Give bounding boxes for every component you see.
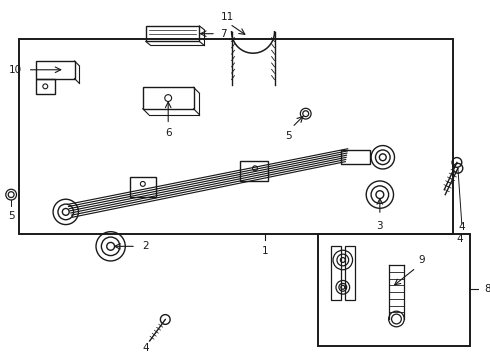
Bar [241,162,268,181]
Bar [36,78,55,94]
Bar [146,26,199,41]
Text: 11: 11 [221,12,234,22]
Text: 5: 5 [285,131,292,141]
Text: 8: 8 [484,284,490,294]
Text: 7: 7 [220,29,226,39]
Bar [19,39,453,234]
Text: 4: 4 [457,234,463,243]
Bar [143,87,194,109]
Text: 3: 3 [376,221,383,231]
Text: 6: 6 [165,128,172,138]
Bar [331,246,341,300]
Text: 1: 1 [262,246,268,256]
Bar [318,234,469,346]
Text: 4: 4 [459,222,465,232]
Text: 9: 9 [418,255,424,265]
Text: 10: 10 [9,65,22,75]
Bar [341,150,370,164]
Bar [36,61,74,78]
Bar [130,177,155,197]
Text: 2: 2 [142,241,148,251]
Bar [345,246,354,300]
Text: 4: 4 [143,343,149,353]
Text: 5: 5 [8,211,15,221]
